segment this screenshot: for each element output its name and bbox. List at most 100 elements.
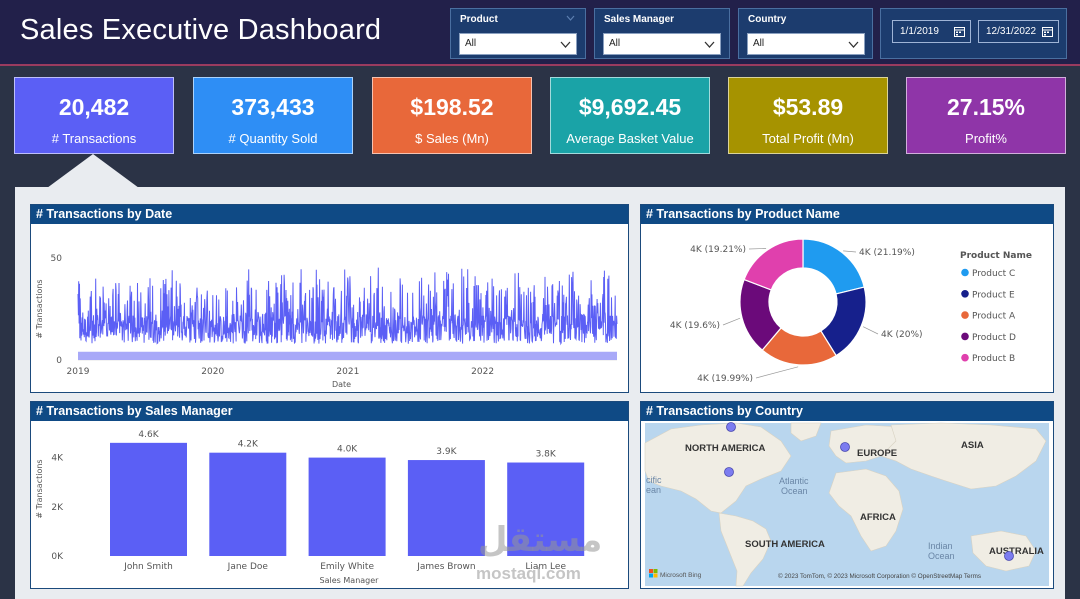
- calendar-icon: [954, 27, 965, 37]
- country-dropdown[interactable]: All: [747, 33, 865, 55]
- kpi-sales-card[interactable]: $198.52 $ Sales (Mn): [372, 77, 532, 154]
- asia-landmass: [880, 422, 1047, 490]
- country-slicer-label: Country: [748, 14, 787, 25]
- map-bubble[interactable]: [724, 467, 734, 477]
- legend-item: Product B: [972, 354, 1015, 364]
- transactions-by-country-panel[interactable]: # Transactions by Country NORTH AMERICA …: [640, 401, 1054, 589]
- transactions-by-date-chart[interactable]: 0 50 2019 2020 2021 2022 Date # Transactions: [31, 224, 628, 392]
- kpi-label: Average Basket Value: [566, 131, 694, 146]
- panel-title: # Transactions by Sales Manager: [36, 404, 233, 418]
- kpi-value: 373,433: [231, 94, 315, 120]
- y-tick-label: 2K: [51, 503, 64, 513]
- y-tick-label: 0K: [51, 552, 64, 562]
- microsoft-logo-icon: [649, 573, 653, 578]
- product-dropdown[interactable]: All: [459, 33, 577, 55]
- x-tick-label: 2019: [67, 367, 90, 377]
- map-label-south-america: SOUTH AMERICA: [745, 539, 825, 550]
- kpi-label: # Transactions: [51, 131, 137, 146]
- transactions-by-manager-panel[interactable]: # Transactions by Sales Manager 0K 2K 4K 4.…: [30, 401, 629, 589]
- legend-marker: [961, 268, 969, 277]
- selected-card-pointer: [47, 154, 139, 188]
- product-slicer[interactable]: Product All: [450, 8, 586, 59]
- transactions-by-date-panel[interactable]: # Transactions by Date 0 50 2019 2020 2021 20…: [30, 204, 629, 393]
- kpi-value: 27.15%: [946, 94, 1025, 120]
- bar-liam-lee: [507, 462, 585, 556]
- bar-john-smith: [110, 442, 187, 556]
- map-label-australia: AUSTRALIA: [989, 546, 1044, 557]
- kpi-label: Profit%: [965, 131, 1007, 146]
- product-slicer-label: Product: [460, 14, 498, 25]
- map-label-atlantic: Atlantic: [779, 476, 809, 486]
- transactions-by-product-panel[interactable]: # Transactions by Product Name 4K (21.19…: [640, 204, 1054, 393]
- bar-data-label: 4.2K: [238, 440, 259, 450]
- x-tick-label: 2020: [201, 367, 224, 377]
- country-slicer[interactable]: Country All: [738, 8, 873, 59]
- kpi-value: $198.52: [410, 94, 494, 120]
- kpi-label: Total Profit (Mn): [762, 131, 854, 146]
- kpi-label: $ Sales (Mn): [415, 131, 489, 146]
- kpi-transactions-card[interactable]: 20,482 # Transactions: [14, 77, 174, 154]
- sales-manager-slicer[interactable]: Sales Manager All: [594, 8, 730, 59]
- kpi-value: 20,482: [58, 94, 130, 120]
- africa-landmass: [828, 468, 904, 552]
- panel-header: # Transactions by Product Name: [641, 205, 1053, 224]
- data-label: 4K (19.99%): [697, 374, 753, 384]
- y-tick-label: 0: [56, 356, 62, 366]
- y-tick-label: 50: [51, 254, 63, 264]
- map-attribution[interactable]: © 2023 TomTom, © 2023 Microsoft Corporat…: [778, 572, 981, 580]
- page-title: Sales Executive Dashboard: [20, 14, 382, 46]
- map-label-indian-ocean: Ocean: [928, 551, 955, 561]
- europe-landmass: [828, 424, 902, 464]
- bar-data-label: 4.0K: [337, 445, 358, 455]
- australia-landmass: [970, 530, 1037, 572]
- end-date-field[interactable]: 12/31/2022: [978, 20, 1059, 43]
- chevron-down-icon: [848, 41, 859, 48]
- bar-emily-white: [308, 457, 386, 556]
- microsoft-logo-icon: [649, 569, 653, 573]
- greenland-landmass: [790, 422, 822, 442]
- kpi-basket-card[interactable]: $9,692.45 Average Basket Value: [550, 77, 710, 154]
- panel-title: # Transactions by Date: [36, 207, 173, 221]
- kpi-value: $53.89: [772, 94, 844, 120]
- south-america-landmass: [718, 512, 772, 587]
- panel-title: # Transactions by Country: [646, 404, 803, 418]
- map-label-asia: ASIA: [961, 440, 984, 451]
- data-label-leader: [862, 326, 879, 335]
- map-bubble[interactable]: [840, 442, 850, 452]
- legend-marker: [961, 353, 969, 362]
- start-date-field[interactable]: 1/1/2019: [892, 20, 971, 43]
- sales-manager-dropdown[interactable]: All: [603, 33, 721, 55]
- donut-slice-product-c: [802, 238, 865, 295]
- x-tick-label: Emily White: [320, 562, 374, 572]
- donut-slice-product-b: [743, 238, 804, 291]
- data-label: 4K (21.19%): [859, 248, 915, 258]
- data-label-leader: [722, 317, 741, 326]
- y-axis-title: # Transactions: [35, 459, 44, 518]
- y-tick-label: 4K: [51, 454, 64, 464]
- map-bubble[interactable]: [726, 422, 736, 432]
- map-bubble[interactable]: [1004, 551, 1014, 561]
- kpi-profit-card[interactable]: $53.89 Total Profit (Mn): [728, 77, 888, 154]
- panel-header: # Transactions by Country: [641, 402, 1053, 421]
- legend-item: Product E: [972, 290, 1015, 300]
- bar-data-label: 4.6K: [138, 430, 159, 440]
- map-label-north-america: NORTH AMERICA: [685, 443, 766, 454]
- map-brand: Microsoft Bing: [660, 572, 702, 579]
- world-map[interactable]: NORTH AMERICA EUROPE ASIA AFRICA SOUTH A…: [641, 421, 1053, 588]
- x-axis-title: Date: [332, 380, 351, 389]
- data-label: 4K (19.21%): [690, 245, 746, 255]
- date-range-slicer: 1/1/2019 12/31/2022: [880, 8, 1067, 59]
- bar-james-brown: [407, 460, 485, 556]
- legend-marker: [961, 332, 969, 341]
- product-dropdown-value: All: [465, 38, 477, 49]
- kpi-profit-pct-card[interactable]: 27.15% Profit%: [906, 77, 1066, 154]
- legend-marker: [961, 290, 969, 298]
- transactions-by-manager-chart[interactable]: 0K 2K 4K 4.6K John Smith 4.2K Jane Doe 4.0K Emil…: [31, 421, 628, 588]
- kpi-quantity-card[interactable]: 373,433 # Quantity Sold: [193, 77, 353, 154]
- start-date-value: 1/1/2019: [900, 26, 939, 37]
- sales-manager-slicer-label: Sales Manager: [604, 14, 675, 25]
- transactions-by-product-chart[interactable]: 4K (21.19%) 4K (20%) 4K (19.99%) 4K (19.6%)…: [641, 224, 1053, 392]
- x-tick-label: James Brown: [416, 562, 475, 572]
- y-axis-title: # Transactions: [35, 279, 44, 338]
- chevron-down-icon: [566, 15, 575, 21]
